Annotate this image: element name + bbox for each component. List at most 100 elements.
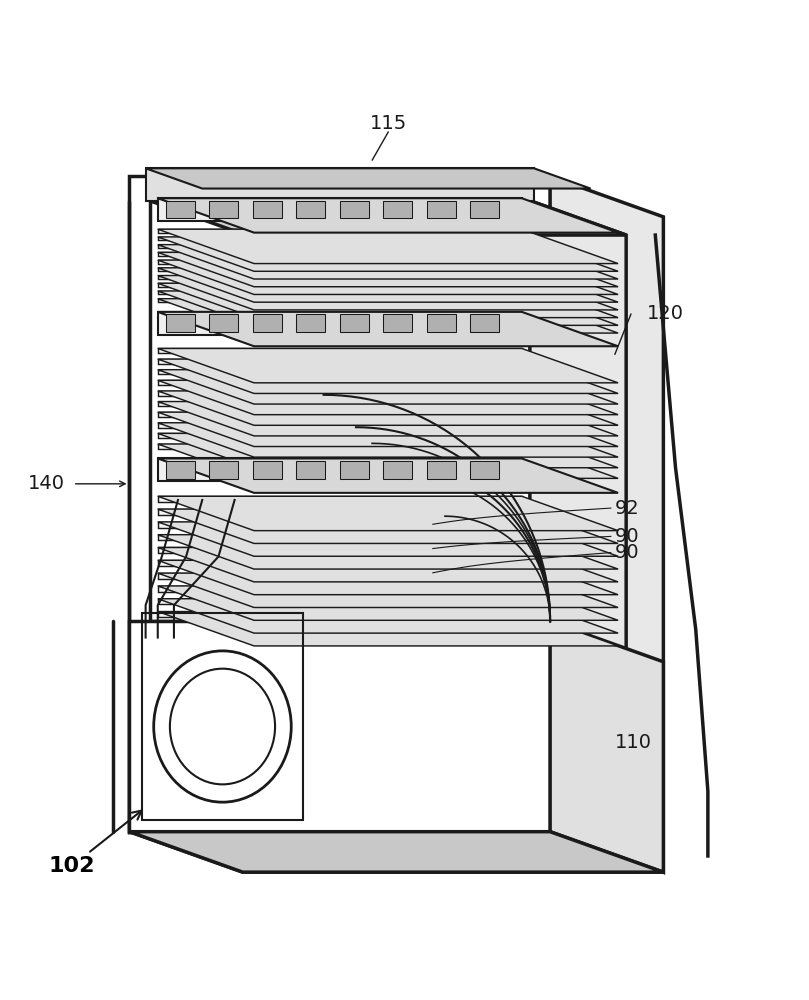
Polygon shape xyxy=(158,359,522,364)
Text: 120: 120 xyxy=(647,304,684,323)
Text: 92: 92 xyxy=(615,499,640,518)
Polygon shape xyxy=(158,423,522,428)
Polygon shape xyxy=(158,291,618,325)
Polygon shape xyxy=(158,496,618,531)
Polygon shape xyxy=(158,496,522,502)
Polygon shape xyxy=(210,314,239,332)
Polygon shape xyxy=(158,599,522,604)
Polygon shape xyxy=(296,461,325,479)
Polygon shape xyxy=(158,283,618,318)
Polygon shape xyxy=(158,260,618,294)
Polygon shape xyxy=(550,621,663,872)
Polygon shape xyxy=(158,412,522,417)
Polygon shape xyxy=(166,314,195,332)
Polygon shape xyxy=(340,314,369,332)
Polygon shape xyxy=(158,402,522,406)
Polygon shape xyxy=(252,201,282,218)
Polygon shape xyxy=(470,461,499,479)
Polygon shape xyxy=(550,176,663,872)
Polygon shape xyxy=(252,461,282,479)
Polygon shape xyxy=(158,547,618,582)
Polygon shape xyxy=(340,201,369,218)
Polygon shape xyxy=(158,509,522,515)
Polygon shape xyxy=(158,370,522,374)
Polygon shape xyxy=(158,276,522,279)
Polygon shape xyxy=(158,573,522,579)
Polygon shape xyxy=(340,461,369,479)
Polygon shape xyxy=(158,370,618,404)
Polygon shape xyxy=(158,252,618,287)
Polygon shape xyxy=(383,461,413,479)
Text: 115: 115 xyxy=(370,114,407,133)
Ellipse shape xyxy=(170,669,275,784)
Polygon shape xyxy=(158,245,618,279)
Text: 110: 110 xyxy=(615,733,652,752)
Polygon shape xyxy=(150,201,626,235)
Polygon shape xyxy=(129,832,663,872)
Polygon shape xyxy=(158,612,618,646)
Polygon shape xyxy=(158,348,618,383)
Polygon shape xyxy=(150,201,530,621)
Polygon shape xyxy=(158,402,618,436)
Polygon shape xyxy=(146,168,591,189)
Polygon shape xyxy=(166,201,195,218)
Polygon shape xyxy=(129,176,550,832)
Polygon shape xyxy=(158,423,618,457)
Polygon shape xyxy=(158,299,618,333)
Polygon shape xyxy=(296,201,325,218)
Polygon shape xyxy=(158,198,618,233)
Polygon shape xyxy=(470,201,499,218)
Polygon shape xyxy=(158,283,522,287)
Polygon shape xyxy=(166,461,195,479)
Polygon shape xyxy=(210,461,239,479)
Polygon shape xyxy=(158,268,618,302)
Polygon shape xyxy=(158,586,522,592)
Polygon shape xyxy=(158,391,618,425)
Polygon shape xyxy=(158,433,618,468)
Polygon shape xyxy=(158,535,522,540)
Polygon shape xyxy=(158,586,618,620)
Polygon shape xyxy=(158,391,522,396)
Polygon shape xyxy=(158,560,618,595)
Polygon shape xyxy=(146,168,534,201)
Polygon shape xyxy=(158,276,618,310)
Polygon shape xyxy=(158,291,522,294)
Polygon shape xyxy=(158,229,618,264)
Polygon shape xyxy=(470,314,499,332)
Polygon shape xyxy=(158,458,618,493)
Polygon shape xyxy=(158,458,522,481)
Polygon shape xyxy=(427,201,455,218)
Text: 102: 102 xyxy=(49,811,142,876)
Polygon shape xyxy=(158,599,618,633)
Text: 140: 140 xyxy=(28,474,65,493)
Polygon shape xyxy=(158,509,618,543)
Text: 90: 90 xyxy=(615,527,639,546)
Polygon shape xyxy=(158,444,618,478)
Polygon shape xyxy=(158,260,522,264)
Polygon shape xyxy=(210,201,239,218)
Polygon shape xyxy=(158,237,618,271)
Polygon shape xyxy=(427,314,455,332)
Polygon shape xyxy=(383,314,413,332)
Polygon shape xyxy=(158,237,522,240)
Polygon shape xyxy=(158,380,522,385)
Polygon shape xyxy=(158,229,522,233)
Polygon shape xyxy=(296,314,325,332)
Polygon shape xyxy=(158,560,522,566)
Polygon shape xyxy=(158,312,618,346)
Polygon shape xyxy=(158,299,522,302)
Polygon shape xyxy=(158,433,522,438)
Ellipse shape xyxy=(154,651,291,802)
Polygon shape xyxy=(158,522,618,556)
Polygon shape xyxy=(158,412,618,447)
Polygon shape xyxy=(158,312,522,335)
Polygon shape xyxy=(252,314,282,332)
Polygon shape xyxy=(158,268,522,271)
Polygon shape xyxy=(383,201,413,218)
Polygon shape xyxy=(427,461,455,479)
Polygon shape xyxy=(158,380,618,415)
Polygon shape xyxy=(129,621,550,832)
Polygon shape xyxy=(158,198,522,221)
Polygon shape xyxy=(158,348,522,353)
Polygon shape xyxy=(129,832,663,872)
